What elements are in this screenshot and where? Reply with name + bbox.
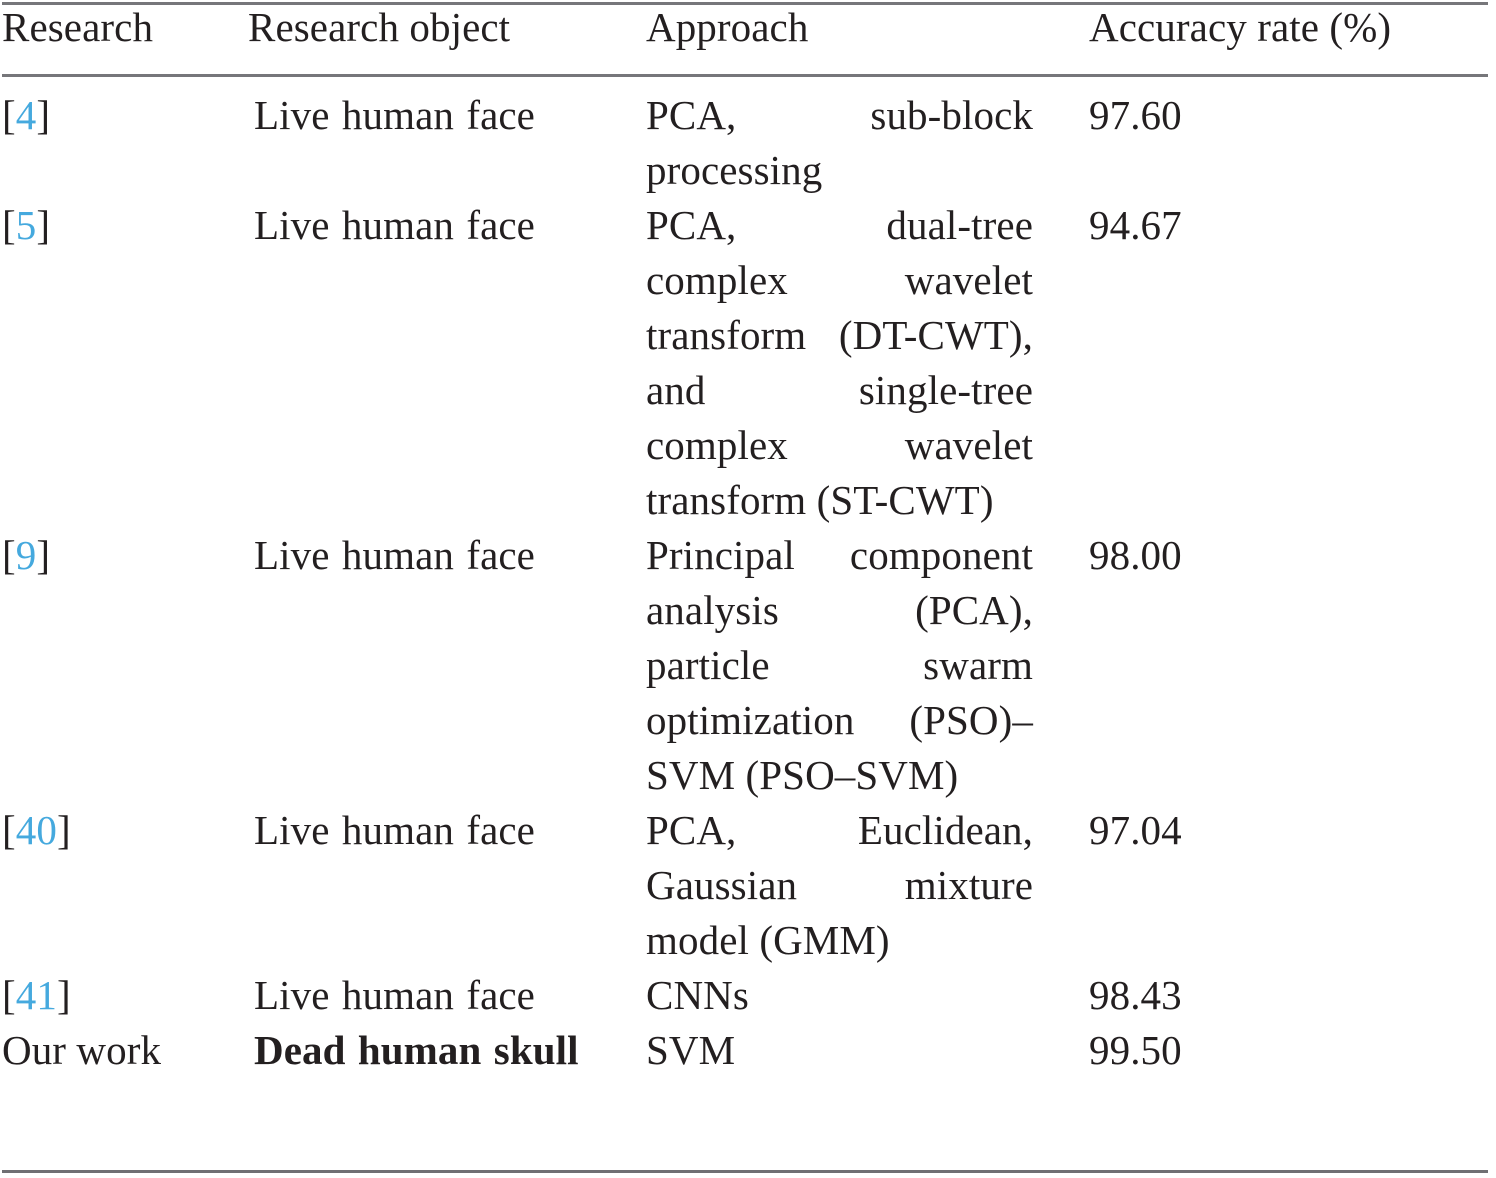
table-top-rule: [2, 2, 1488, 5]
table-row: Our work Dead human skull SVM 99.50: [0, 1023, 1496, 1078]
table-row: [9] Live human face Principal component an…: [0, 528, 1496, 803]
bracket-open: [: [2, 92, 16, 138]
bracket-open: [: [2, 972, 16, 1018]
cell-accuracy-rate: 98.43: [1075, 968, 1496, 1023]
cell-research: [9]: [0, 528, 246, 803]
bracket-open: [: [2, 532, 16, 578]
cell-accuracy-rate: 94.67: [1075, 198, 1496, 528]
approach-value: SVM: [646, 1027, 736, 1073]
accuracy-rate-value: 99.50: [1089, 1027, 1182, 1073]
approach-value: Principal component analysis (PCA), part…: [646, 532, 1033, 798]
approach-value: PCA, Euclidean, Gaussian mixture model (…: [646, 807, 1033, 963]
research-value: [9]: [0, 528, 246, 583]
bracket-close: ]: [36, 532, 51, 578]
citation-link[interactable]: 9: [15, 532, 37, 578]
column-header-accuracy-rate: Accuracy rate (%): [1075, 0, 1496, 74]
table-row: [40] Live human face PCA, Euclidean, Gauss…: [0, 803, 1496, 968]
research-object-value: Live human face: [254, 92, 535, 138]
column-header-research-label: Research: [2, 4, 154, 50]
bracket-close: ]: [36, 92, 51, 138]
accuracy-rate-value: 98.43: [1089, 972, 1182, 1018]
table-header-rule: [2, 74, 1488, 77]
approach-value: PCA, sub-block processing: [646, 92, 1033, 193]
bracket-close: ]: [36, 202, 51, 248]
research-object-value: Live human face: [254, 972, 535, 1018]
bracket-open: [: [2, 202, 16, 248]
cell-accuracy-rate: 97.60: [1075, 74, 1496, 198]
research-value: [5]: [0, 198, 246, 253]
cell-research: Our work: [0, 1023, 246, 1078]
cell-research-object: Live human face: [246, 198, 638, 528]
bracket-close: ]: [56, 972, 71, 1018]
cell-research-object: Live human face: [246, 528, 638, 803]
cell-research: [40]: [0, 803, 246, 968]
research-value: [41]: [0, 968, 246, 1023]
cell-accuracy-rate: 98.00: [1075, 528, 1496, 803]
table-header: Research Research object Approach Accura…: [0, 0, 1496, 74]
cell-accuracy-rate: 97.04: [1075, 803, 1496, 968]
accuracy-rate-value: 97.04: [1089, 807, 1182, 853]
comparison-table: Research Research object Approach Accura…: [0, 0, 1496, 1078]
citation-link[interactable]: 40: [15, 807, 57, 853]
bracket-close: ]: [56, 807, 71, 853]
cell-research-object: Live human face: [246, 74, 638, 198]
citation-link[interactable]: 5: [15, 202, 37, 248]
research-value: [4]: [0, 88, 246, 143]
table-row: [41] Live human face CNNs 98.43: [0, 968, 1496, 1023]
cell-approach: CNNs: [638, 968, 1075, 1023]
table-body: [4] Live human face PCA, sub-block process…: [0, 74, 1496, 1078]
column-header-research: Research: [0, 0, 246, 74]
column-header-research-object-label: Research object: [248, 4, 511, 50]
cell-research: [4]: [0, 74, 246, 198]
cell-approach: Principal component analysis (PCA), part…: [638, 528, 1075, 803]
cell-approach: PCA, dual-tree complex wavelet transform…: [638, 198, 1075, 528]
citation-link[interactable]: 41: [15, 972, 57, 1018]
research-object-value: Live human face: [254, 202, 535, 248]
column-header-approach-label: Approach: [646, 4, 809, 50]
cell-approach: PCA, Euclidean, Gaussian mixture model (…: [638, 803, 1075, 968]
bracket-open: [: [2, 807, 16, 853]
cell-research-object: Dead human skull: [246, 1023, 638, 1078]
research-value: [40]: [0, 803, 246, 858]
cell-accuracy-rate: 99.50: [1075, 1023, 1496, 1078]
column-header-research-object: Research object: [246, 0, 638, 74]
table-row: [4] Live human face PCA, sub-block process…: [0, 74, 1496, 198]
accuracy-rate-value: 97.60: [1089, 92, 1182, 138]
table-row: [5] Live human face PCA, dual-tree complex…: [0, 198, 1496, 528]
approach-value: PCA, dual-tree complex wavelet transform…: [646, 202, 1033, 523]
cell-research: [5]: [0, 198, 246, 528]
citation-link[interactable]: 4: [15, 92, 37, 138]
accuracy-rate-value: 98.00: [1089, 532, 1182, 578]
column-header-accuracy-rate-label: Accuracy rate (%): [1089, 4, 1392, 50]
research-object-value: Dead human skull: [254, 1027, 579, 1073]
research-object-value: Live human face: [254, 532, 535, 578]
cell-approach: SVM: [638, 1023, 1075, 1078]
approach-value: CNNs: [646, 972, 749, 1018]
research-value: Our work: [2, 1027, 162, 1073]
table-header-row: Research Research object Approach Accura…: [0, 0, 1496, 74]
accuracy-rate-value: 94.67: [1089, 202, 1182, 248]
column-header-approach: Approach: [638, 0, 1075, 74]
cell-approach: PCA, sub-block processing: [638, 74, 1075, 198]
cell-research-object: Live human face: [246, 968, 638, 1023]
research-object-value: Live human face: [254, 807, 535, 853]
table-bottom-rule: [2, 1170, 1488, 1173]
cell-research-object: Live human face: [246, 803, 638, 968]
cell-research: [41]: [0, 968, 246, 1023]
